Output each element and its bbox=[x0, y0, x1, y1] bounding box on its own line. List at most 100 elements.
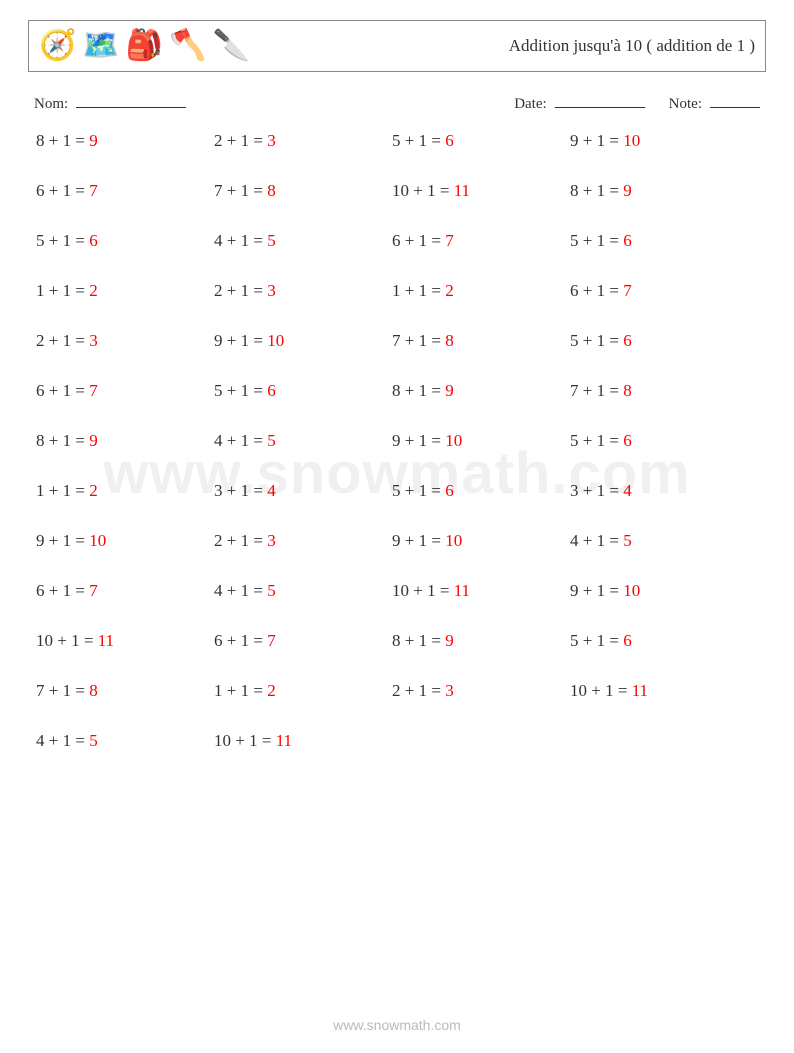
problem-cell: 5 + 1 = 6 bbox=[392, 481, 570, 501]
problem-answer: 11 bbox=[454, 181, 470, 200]
problem-expression: 10 + 1 = bbox=[214, 731, 276, 750]
problem-expression: 6 + 1 = bbox=[570, 281, 623, 300]
problem-answer: 3 bbox=[267, 131, 276, 150]
problem-cell: 10 + 1 = 11 bbox=[214, 731, 392, 751]
problem-cell: 5 + 1 = 6 bbox=[214, 381, 392, 401]
problem-expression: 8 + 1 = bbox=[570, 181, 623, 200]
worksheet-title: Addition jusqu'à 10 ( addition de 1 ) bbox=[509, 36, 755, 56]
problem-cell: 8 + 1 = 9 bbox=[392, 631, 570, 651]
problem-answer: 3 bbox=[89, 331, 98, 350]
problem-cell: 10 + 1 = 11 bbox=[392, 181, 570, 201]
problem-expression: 6 + 1 = bbox=[214, 631, 267, 650]
problem-expression: 1 + 1 = bbox=[214, 681, 267, 700]
problem-row: 6 + 1 = 74 + 1 = 510 + 1 = 119 + 1 = 10 bbox=[36, 581, 766, 601]
problem-answer: 10 bbox=[267, 331, 284, 350]
note-blank[interactable] bbox=[710, 94, 760, 108]
problem-answer: 9 bbox=[623, 181, 632, 200]
problem-row: 8 + 1 = 94 + 1 = 59 + 1 = 105 + 1 = 6 bbox=[36, 431, 766, 451]
problem-answer: 7 bbox=[89, 381, 98, 400]
problem-answer: 11 bbox=[276, 731, 292, 750]
problem-answer: 7 bbox=[267, 631, 276, 650]
problem-answer: 3 bbox=[267, 281, 276, 300]
problem-expression: 6 + 1 = bbox=[392, 231, 445, 250]
problem-row: 10 + 1 = 116 + 1 = 78 + 1 = 95 + 1 = 6 bbox=[36, 631, 766, 651]
problem-answer: 7 bbox=[445, 231, 454, 250]
problem-cell: 8 + 1 = 9 bbox=[392, 381, 570, 401]
problem-cell: 4 + 1 = 5 bbox=[214, 231, 392, 251]
problem-expression: 4 + 1 = bbox=[214, 231, 267, 250]
problem-expression: 1 + 1 = bbox=[392, 281, 445, 300]
problem-cell: 1 + 1 = 2 bbox=[36, 281, 214, 301]
problem-cell: 2 + 1 = 3 bbox=[214, 531, 392, 551]
problem-cell: 1 + 1 = 2 bbox=[214, 681, 392, 701]
problem-answer: 2 bbox=[445, 281, 454, 300]
problem-answer: 6 bbox=[623, 231, 632, 250]
problem-expression: 3 + 1 = bbox=[570, 481, 623, 500]
problem-row: 6 + 1 = 75 + 1 = 68 + 1 = 97 + 1 = 8 bbox=[36, 381, 766, 401]
problem-expression: 9 + 1 = bbox=[392, 431, 445, 450]
problem-expression: 8 + 1 = bbox=[36, 131, 89, 150]
problem-cell: 10 + 1 = 11 bbox=[392, 581, 570, 601]
problem-cell: 5 + 1 = 6 bbox=[570, 631, 748, 651]
problem-expression: 8 + 1 = bbox=[392, 631, 445, 650]
problem-answer: 5 bbox=[623, 531, 632, 550]
problem-row: 9 + 1 = 102 + 1 = 39 + 1 = 104 + 1 = 5 bbox=[36, 531, 766, 551]
problem-expression: 2 + 1 = bbox=[392, 681, 445, 700]
problem-expression: 9 + 1 = bbox=[570, 131, 623, 150]
problem-answer: 10 bbox=[623, 581, 640, 600]
problem-answer: 2 bbox=[267, 681, 276, 700]
problem-cell: 10 + 1 = 11 bbox=[36, 631, 214, 651]
problem-expression: 5 + 1 = bbox=[570, 231, 623, 250]
worksheet-page: 🧭 🗺️ 🎒 🪓 🔪 Addition jusqu'à 10 ( additio… bbox=[0, 0, 794, 1053]
problem-expression: 1 + 1 = bbox=[36, 281, 89, 300]
problem-expression: 5 + 1 = bbox=[36, 231, 89, 250]
problem-cell: 2 + 1 = 3 bbox=[392, 681, 570, 701]
problem-answer: 5 bbox=[267, 581, 276, 600]
problem-expression: 9 + 1 = bbox=[214, 331, 267, 350]
problem-cell: 3 + 1 = 4 bbox=[570, 481, 748, 501]
problem-expression: 10 + 1 = bbox=[392, 181, 454, 200]
problem-answer: 11 bbox=[632, 681, 648, 700]
backpack-icon: 🎒 bbox=[126, 31, 163, 61]
problem-answer: 6 bbox=[89, 231, 98, 250]
problem-answer: 3 bbox=[445, 681, 454, 700]
problem-expression: 2 + 1 = bbox=[214, 281, 267, 300]
problem-cell: 9 + 1 = 10 bbox=[570, 581, 748, 601]
problem-grid: 8 + 1 = 92 + 1 = 35 + 1 = 69 + 1 = 106 +… bbox=[28, 131, 766, 751]
problem-row: 1 + 1 = 23 + 1 = 45 + 1 = 63 + 1 = 4 bbox=[36, 481, 766, 501]
problem-answer: 6 bbox=[623, 431, 632, 450]
problem-row: 7 + 1 = 81 + 1 = 22 + 1 = 310 + 1 = 11 bbox=[36, 681, 766, 701]
note-label: Note: bbox=[669, 96, 702, 113]
date-blank[interactable] bbox=[555, 94, 645, 108]
map-icon: 🗺️ bbox=[82, 31, 119, 61]
problem-answer: 9 bbox=[445, 381, 454, 400]
problem-cell: 6 + 1 = 7 bbox=[392, 231, 570, 251]
problem-expression: 10 + 1 = bbox=[392, 581, 454, 600]
problem-answer: 8 bbox=[89, 681, 98, 700]
header-box: 🧭 🗺️ 🎒 🪓 🔪 Addition jusqu'à 10 ( additio… bbox=[28, 20, 766, 72]
problem-cell: 5 + 1 = 6 bbox=[36, 231, 214, 251]
problem-answer: 7 bbox=[623, 281, 632, 300]
problem-cell: 7 + 1 = 8 bbox=[36, 681, 214, 701]
problem-answer: 9 bbox=[89, 131, 98, 150]
footer-url: www.snowmath.com bbox=[0, 1017, 794, 1033]
problem-row: 5 + 1 = 64 + 1 = 56 + 1 = 75 + 1 = 6 bbox=[36, 231, 766, 251]
problem-answer: 8 bbox=[623, 381, 632, 400]
problem-answer: 10 bbox=[89, 531, 106, 550]
problem-row: 8 + 1 = 92 + 1 = 35 + 1 = 69 + 1 = 10 bbox=[36, 131, 766, 151]
problem-answer: 9 bbox=[445, 631, 454, 650]
problem-row: 4 + 1 = 510 + 1 = 11 bbox=[36, 731, 766, 751]
problem-row: 2 + 1 = 39 + 1 = 107 + 1 = 85 + 1 = 6 bbox=[36, 331, 766, 351]
problem-row: 6 + 1 = 77 + 1 = 810 + 1 = 118 + 1 = 9 bbox=[36, 181, 766, 201]
problem-cell: 5 + 1 = 6 bbox=[570, 231, 748, 251]
date-label: Date: bbox=[514, 96, 546, 113]
problem-answer: 3 bbox=[267, 531, 276, 550]
problem-cell: 8 + 1 = 9 bbox=[570, 181, 748, 201]
problem-cell: 6 + 1 = 7 bbox=[570, 281, 748, 301]
problem-cell: 2 + 1 = 3 bbox=[214, 281, 392, 301]
problem-cell: 3 + 1 = 4 bbox=[214, 481, 392, 501]
name-blank[interactable] bbox=[76, 94, 186, 108]
problem-expression: 4 + 1 = bbox=[36, 731, 89, 750]
problem-expression: 4 + 1 = bbox=[214, 581, 267, 600]
problem-cell: 1 + 1 = 2 bbox=[392, 281, 570, 301]
